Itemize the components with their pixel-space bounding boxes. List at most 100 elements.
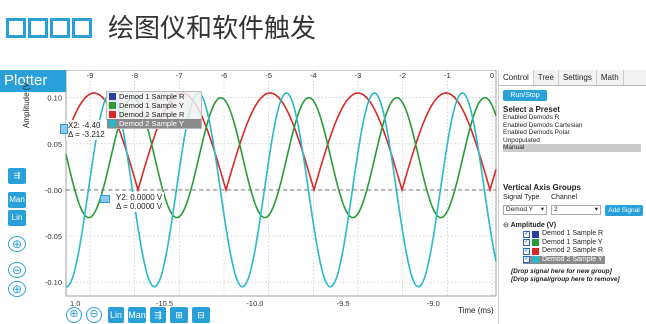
cursor-y-value: Y2: 0.0000 V — [116, 193, 163, 202]
logo-cell — [6, 18, 26, 38]
signal-checkbox[interactable]: ✓ — [523, 230, 530, 238]
zoom-out-icon[interactable]: ⊖ — [86, 307, 102, 323]
zoom-in-icon[interactable]: ⊕ — [8, 281, 26, 297]
zoom-in-icon[interactable]: ⊕ — [66, 307, 82, 323]
top-tick-label: -5 — [265, 71, 272, 80]
drop-remove-zone[interactable]: [Drop signal/group here to remove] — [511, 276, 620, 283]
top-tick-label: -6 — [221, 71, 228, 80]
legend-swatch — [109, 111, 116, 118]
signal-color-swatch — [532, 247, 539, 255]
legend-swatch — [109, 93, 116, 100]
chevron-down-icon: ▾ — [540, 206, 544, 213]
top-tick-label: -4 — [310, 71, 317, 80]
logo-cell — [28, 18, 48, 38]
top-tick-label: -8 — [131, 71, 138, 80]
legend-item[interactable]: Demod 2 Sample Y — [107, 119, 201, 128]
legend-item[interactable]: Demod 1 Sample R — [107, 92, 201, 101]
track-mode-icon[interactable]: ⊟ — [192, 307, 210, 323]
add-signal-button[interactable]: Add Signal — [605, 205, 643, 216]
top-tick-label: -3 — [355, 71, 362, 80]
tab-settings[interactable]: Settings — [559, 70, 597, 85]
signal-label: Demod 1 Sample R — [542, 230, 604, 237]
signal-checkbox[interactable]: ✓ — [523, 247, 530, 255]
logo-cell — [72, 18, 92, 38]
bottom-tick-label: 1.0 — [70, 299, 80, 308]
tree-group-label: Amplitude (V) — [510, 222, 557, 229]
legend-swatch — [109, 102, 116, 109]
legend-item[interactable]: Demod 1 Sample Y — [107, 101, 201, 110]
tree-signal-item[interactable]: ✓ Demod 1 Sample Y — [523, 239, 603, 247]
legend-item[interactable]: Demod 2 Sample R — [107, 110, 201, 119]
cursor-x-handle[interactable] — [60, 124, 68, 134]
signal-label: Demod 2 Sample Y — [542, 255, 603, 263]
tab-control[interactable]: Control — [499, 70, 534, 85]
preset-item[interactable]: Enabled Demods Polar — [503, 129, 570, 136]
signal-checkbox[interactable]: ✓ — [523, 256, 530, 263]
cursor-y-readout[interactable]: Y2: 0.0000 V Δ = 0.0000 V — [114, 192, 165, 212]
channel-label: Channel — [551, 194, 578, 201]
preset-item-selected[interactable]: Manual — [503, 144, 641, 152]
tree-signal-item[interactable]: ✓ Demod 2 Sample R — [523, 247, 603, 255]
y-tick-label: 0.10 — [47, 94, 62, 103]
plot-chart[interactable]: -9 -8 -7 -6 -5 -4 -3 -2 -1 0 0.10 0.05 -0.00 -0.05 -0.… — [0, 70, 498, 324]
collapse-icon[interactable]: ⊖ — [503, 222, 511, 229]
signal-checkbox[interactable]: ✓ — [523, 239, 530, 246]
tree-signal-item[interactable]: ✓ Demod 1 Sample R — [523, 230, 603, 238]
tree-signal-item[interactable]: ✓ Demod 2 Sample Y — [523, 255, 605, 264]
bottom-tick-label: -9.5 — [337, 299, 350, 308]
preset-item[interactable]: Enabled Demods Cartesian — [503, 121, 583, 129]
preset-item[interactable]: Enabled Demods R — [503, 114, 560, 121]
manual-scale-button[interactable]: Man — [128, 307, 146, 323]
vertical-axis-groups-title: Vertical Axis Groups — [503, 183, 581, 192]
legend-label: Demod 1 Sample Y — [119, 101, 184, 110]
tab-math[interactable]: Math — [597, 70, 624, 85]
top-tick-label: -9 — [87, 71, 94, 80]
drop-new-group-zone[interactable]: [Drop signal here for new group] — [511, 268, 612, 275]
cursor-x-readout[interactable]: X2: -4.40 Δ = -3.212 — [66, 120, 107, 140]
channel-value: 2 — [554, 206, 558, 213]
autoscale-button[interactable]: ⇶ — [150, 307, 166, 323]
legend[interactable]: Demod 1 Sample R Demod 1 Sample Y Demod 2 … — [106, 91, 202, 129]
linear-scale-button[interactable]: Lin — [108, 307, 124, 323]
tab-plotter[interactable]: Plotter — [0, 70, 66, 92]
top-tick-label: -2 — [399, 71, 406, 80]
x-axis-label: Time (ms) — [458, 306, 494, 315]
legend-label: Demod 2 Sample Y — [119, 119, 184, 128]
page-title: 绘图仪和软件触发 — [108, 14, 317, 44]
cursor-y-handle[interactable] — [100, 195, 110, 203]
tab-tree[interactable]: Tree — [534, 70, 559, 85]
bottom-tick-label: -10.5 — [156, 299, 173, 308]
signal-color-swatch — [532, 230, 539, 238]
signal-type-value: Demod Y — [506, 206, 533, 213]
signal-color-swatch — [532, 239, 539, 246]
zoom-out-icon[interactable]: ⊖ — [8, 262, 26, 278]
zoom-in-icon[interactable]: ⊕ — [8, 236, 26, 252]
preset-item[interactable]: Unpopulated — [503, 136, 540, 144]
signal-label: Demod 1 Sample Y — [542, 238, 603, 246]
channel-select[interactable]: 2 ▾ — [551, 205, 601, 215]
panel-tabs: Control Tree Settings Math — [499, 70, 646, 86]
chevron-down-icon: ▾ — [594, 206, 598, 213]
legend-label: Demod 2 Sample R — [119, 110, 185, 119]
manual-scale-button[interactable]: Man — [8, 192, 26, 208]
tree-group[interactable]: ⊖ Amplitude (V) — [503, 221, 556, 229]
top-tick-label: -1 — [444, 71, 451, 80]
linear-scale-button[interactable]: Lin — [8, 210, 26, 226]
y-tick-label: -0.00 — [45, 186, 62, 195]
signal-type-label: Signal Type — [503, 194, 540, 201]
cursor-y-delta: Δ = 0.0000 V — [116, 202, 163, 211]
y-tick-label: 0.05 — [47, 140, 62, 149]
autoscale-button[interactable]: ⇶ — [8, 168, 26, 184]
bottom-tick-label: -9.0 — [427, 299, 440, 308]
y-tick-label: -0.10 — [45, 278, 62, 287]
signal-type-select[interactable]: Demod Y ▾ — [503, 205, 547, 215]
signal-label: Demod 2 Sample R — [542, 247, 604, 254]
y-axis-label: Amplitude (V — [22, 82, 31, 128]
cursor-mode-icon[interactable]: ⊞ — [170, 307, 188, 323]
preset-title: Select a Preset — [503, 105, 560, 114]
zi-logo — [6, 18, 92, 62]
y-tick-label: -0.05 — [45, 232, 62, 241]
legend-swatch — [109, 120, 116, 127]
signal-color-swatch — [532, 256, 539, 263]
run-stop-button[interactable]: Run/Stop — [503, 90, 547, 101]
